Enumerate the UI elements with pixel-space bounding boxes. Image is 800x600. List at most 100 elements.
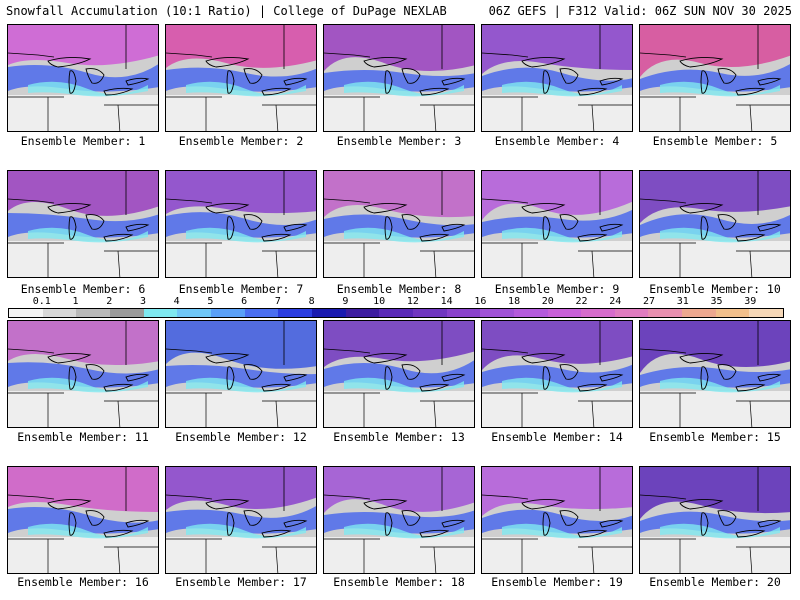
colorbar-swatch bbox=[682, 309, 716, 317]
colorbar-label: 39 bbox=[744, 296, 757, 307]
ensemble-member-map bbox=[165, 466, 317, 574]
colorbar-label: 5 bbox=[207, 296, 214, 307]
snowfall-map-svg bbox=[640, 321, 790, 427]
ensemble-member-label: Ensemble Member: 9 bbox=[494, 282, 620, 296]
colorbar-swatch bbox=[42, 309, 77, 317]
colorbar-label: 8 bbox=[308, 296, 315, 307]
colorbar-swatch bbox=[480, 309, 514, 317]
colorbar-label: 31 bbox=[676, 296, 689, 307]
ensemble-member-label: Ensemble Member: 3 bbox=[336, 134, 462, 148]
ensemble-member-map bbox=[7, 170, 159, 278]
ensemble-member-label: Ensemble Member: 4 bbox=[494, 134, 620, 148]
snowfall-map-svg bbox=[324, 321, 474, 427]
snowfall-map-svg bbox=[8, 171, 158, 277]
colorbar-label: 3 bbox=[139, 296, 146, 307]
ensemble-member-label: Ensemble Member: 5 bbox=[652, 134, 778, 148]
colorbar-label: 22 bbox=[575, 296, 588, 307]
colorbar-swatch bbox=[749, 309, 784, 317]
colorbar-swatch bbox=[614, 309, 649, 317]
ensemble-member-label: Ensemble Member: 18 bbox=[333, 575, 465, 589]
colorbar-swatch bbox=[76, 309, 110, 317]
colorbar-swatch bbox=[648, 309, 683, 317]
snowfall-map-svg bbox=[482, 467, 632, 573]
ensemble-member-label: Ensemble Member: 15 bbox=[649, 430, 781, 444]
ensemble-member-map bbox=[481, 320, 633, 428]
snowfall-map-svg bbox=[640, 25, 790, 131]
map-title: Snowfall Accumulation (10:1 Ratio) | Col… bbox=[6, 4, 447, 18]
ensemble-member-label: Ensemble Member: 19 bbox=[491, 575, 623, 589]
snowfall-map-svg bbox=[324, 25, 474, 131]
colorbar-swatch bbox=[244, 309, 279, 317]
ensemble-member-map bbox=[481, 170, 633, 278]
ensemble-member-map bbox=[481, 24, 633, 132]
colorbar-swatch bbox=[177, 309, 211, 317]
colorbar-label: 14 bbox=[440, 296, 453, 307]
colorbar-swatch bbox=[109, 309, 144, 317]
colorbar-swatch bbox=[513, 309, 548, 317]
snowfall-map-svg bbox=[8, 25, 158, 131]
colorbar-swatch bbox=[278, 309, 312, 317]
ensemble-member-map bbox=[165, 24, 317, 132]
snowfall-map-svg bbox=[482, 25, 632, 131]
colorbar-label: 16 bbox=[474, 296, 487, 307]
ensemble-member-map bbox=[639, 170, 791, 278]
snowfall-map-svg bbox=[166, 467, 316, 573]
ensemble-member-map bbox=[7, 320, 159, 428]
ensemble-member-map bbox=[7, 24, 159, 132]
ensemble-member-map bbox=[323, 24, 475, 132]
colorbar-swatch bbox=[446, 309, 481, 317]
colorbar-label: 24 bbox=[609, 296, 622, 307]
snowfall-map-svg bbox=[640, 171, 790, 277]
ensemble-member-label: Ensemble Member: 7 bbox=[178, 282, 304, 296]
ensemble-member-map bbox=[323, 466, 475, 574]
ensemble-member-label: Ensemble Member: 16 bbox=[17, 575, 149, 589]
ensemble-member-map bbox=[323, 170, 475, 278]
snowfall-map-svg bbox=[324, 171, 474, 277]
colorbar-label: 20 bbox=[541, 296, 554, 307]
colorbar-swatch bbox=[210, 309, 245, 317]
colorbar-swatch bbox=[143, 309, 178, 317]
colorbar-labels: 0.1 1 2 3 4 5 6 7 8 9 10 12 14 16 18 20 22 24 27 31 35 39 bbox=[8, 296, 784, 308]
colorbar-label: 2 bbox=[106, 296, 113, 307]
ensemble-member-label: Ensemble Member: 1 bbox=[20, 134, 146, 148]
snowfall-map-svg bbox=[166, 25, 316, 131]
ensemble-member-label: Ensemble Member: 13 bbox=[333, 430, 465, 444]
colorbar-swatch bbox=[345, 309, 380, 317]
ensemble-member-label: Ensemble Member: 2 bbox=[178, 134, 304, 148]
colorbar-label: 4 bbox=[173, 296, 180, 307]
ensemble-member-label: Ensemble Member: 8 bbox=[336, 282, 462, 296]
colorbar-label: 7 bbox=[274, 296, 281, 307]
snowfall-map-svg bbox=[482, 171, 632, 277]
ensemble-member-label: Ensemble Member: 6 bbox=[20, 282, 146, 296]
colorbar-swatch bbox=[412, 309, 447, 317]
colorbar-label: 9 bbox=[342, 296, 349, 307]
snowfall-map-svg bbox=[640, 467, 790, 573]
colorbar-swatch bbox=[311, 309, 346, 317]
colorbar-label: 12 bbox=[406, 296, 419, 307]
snowfall-colorbar bbox=[8, 308, 784, 318]
snowfall-map-svg bbox=[166, 171, 316, 277]
ensemble-member-label: Ensemble Member: 14 bbox=[491, 430, 623, 444]
colorbar-label: 10 bbox=[373, 296, 386, 307]
snowfall-map-svg bbox=[324, 467, 474, 573]
colorbar-swatch bbox=[581, 309, 615, 317]
snowfall-map-svg bbox=[8, 467, 158, 573]
colorbar-label: 18 bbox=[508, 296, 521, 307]
colorbar-label: 35 bbox=[710, 296, 723, 307]
colorbar-swatch bbox=[715, 309, 750, 317]
ensemble-member-map bbox=[639, 466, 791, 574]
ensemble-member-map bbox=[639, 24, 791, 132]
ensemble-member-label: Ensemble Member: 17 bbox=[175, 575, 307, 589]
colorbar-swatch bbox=[547, 309, 582, 317]
colorbar-swatch bbox=[379, 309, 413, 317]
ensemble-member-label: Ensemble Member: 11 bbox=[17, 430, 149, 444]
ensemble-member-label: Ensemble Member: 10 bbox=[649, 282, 781, 296]
ensemble-member-map bbox=[481, 466, 633, 574]
colorbar-label: 27 bbox=[643, 296, 656, 307]
snowfall-map-svg bbox=[8, 321, 158, 427]
ensemble-member-label: Ensemble Member: 20 bbox=[649, 575, 781, 589]
ensemble-member-map bbox=[323, 320, 475, 428]
snowfall-map-svg bbox=[166, 321, 316, 427]
ensemble-member-map bbox=[165, 170, 317, 278]
